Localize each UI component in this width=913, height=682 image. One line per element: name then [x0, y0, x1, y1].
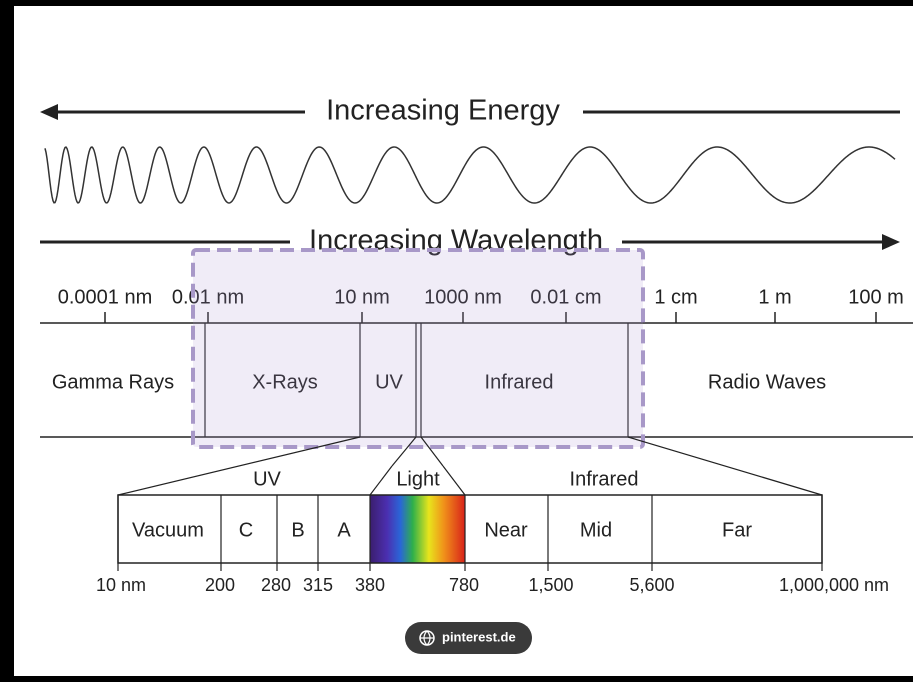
globe-icon [420, 630, 434, 646]
detail-scale-label: 380 [355, 575, 385, 595]
selection-highlight [191, 248, 645, 449]
zoom-line [391, 436, 417, 467]
light-bracket [369, 465, 393, 496]
group-label: Light [396, 468, 440, 490]
detail-label: Vacuum [132, 519, 204, 541]
band-label: X-Rays [252, 371, 318, 393]
arrow-head [882, 234, 900, 250]
scale-label: 10 nm [334, 286, 390, 308]
detail-scale-label: 10 nm [96, 575, 146, 595]
scale-label: 1 cm [654, 286, 697, 308]
group-label: UV [253, 468, 281, 490]
band-label: Gamma Rays [52, 371, 174, 393]
badge-bg [405, 622, 532, 654]
band-label: Infrared [485, 371, 554, 393]
energy-label: Increasing Energy [326, 95, 560, 127]
detail-scale-label: 200 [205, 575, 235, 595]
detail-label: Near [484, 519, 528, 541]
badge-text: pinterest.de [442, 629, 516, 644]
detail-scale-label: 280 [261, 575, 291, 595]
detail-scale-label: 1,000,000 nm [779, 575, 889, 595]
wave [44, 146, 896, 204]
detail-label: Far [722, 519, 752, 541]
detail-scale-label: 780 [449, 575, 479, 595]
detail-label: Mid [580, 519, 612, 541]
spectrum [370, 495, 465, 563]
detail-label: C [239, 519, 253, 541]
scale-label: 0.0001 nm [58, 286, 153, 308]
scale-label: 0.01 nm [172, 286, 244, 308]
scale-label: 0.01 cm [530, 286, 601, 308]
band-label: UV [375, 371, 403, 393]
zoom-line [117, 436, 361, 496]
band-label: Radio Waves [708, 371, 826, 393]
zoom-line [420, 436, 444, 467]
group-label: Infrared [570, 468, 639, 490]
detail-scale-label: 5,600 [629, 575, 674, 595]
scale-label: 1000 nm [424, 286, 502, 308]
detail-scale-label: 315 [303, 575, 333, 595]
scale-label: 1 m [758, 286, 791, 308]
zoom-line [627, 436, 823, 496]
scale-label: 100 m [848, 286, 904, 308]
image-panel [14, 6, 913, 676]
arrow-head [40, 104, 58, 120]
light-bracket [442, 465, 466, 496]
source-badge[interactable]: pinterest.de [405, 622, 532, 654]
detail-scale-label: 1,500 [528, 575, 573, 595]
detail-label: B [291, 519, 304, 541]
detail-label: A [337, 519, 351, 541]
